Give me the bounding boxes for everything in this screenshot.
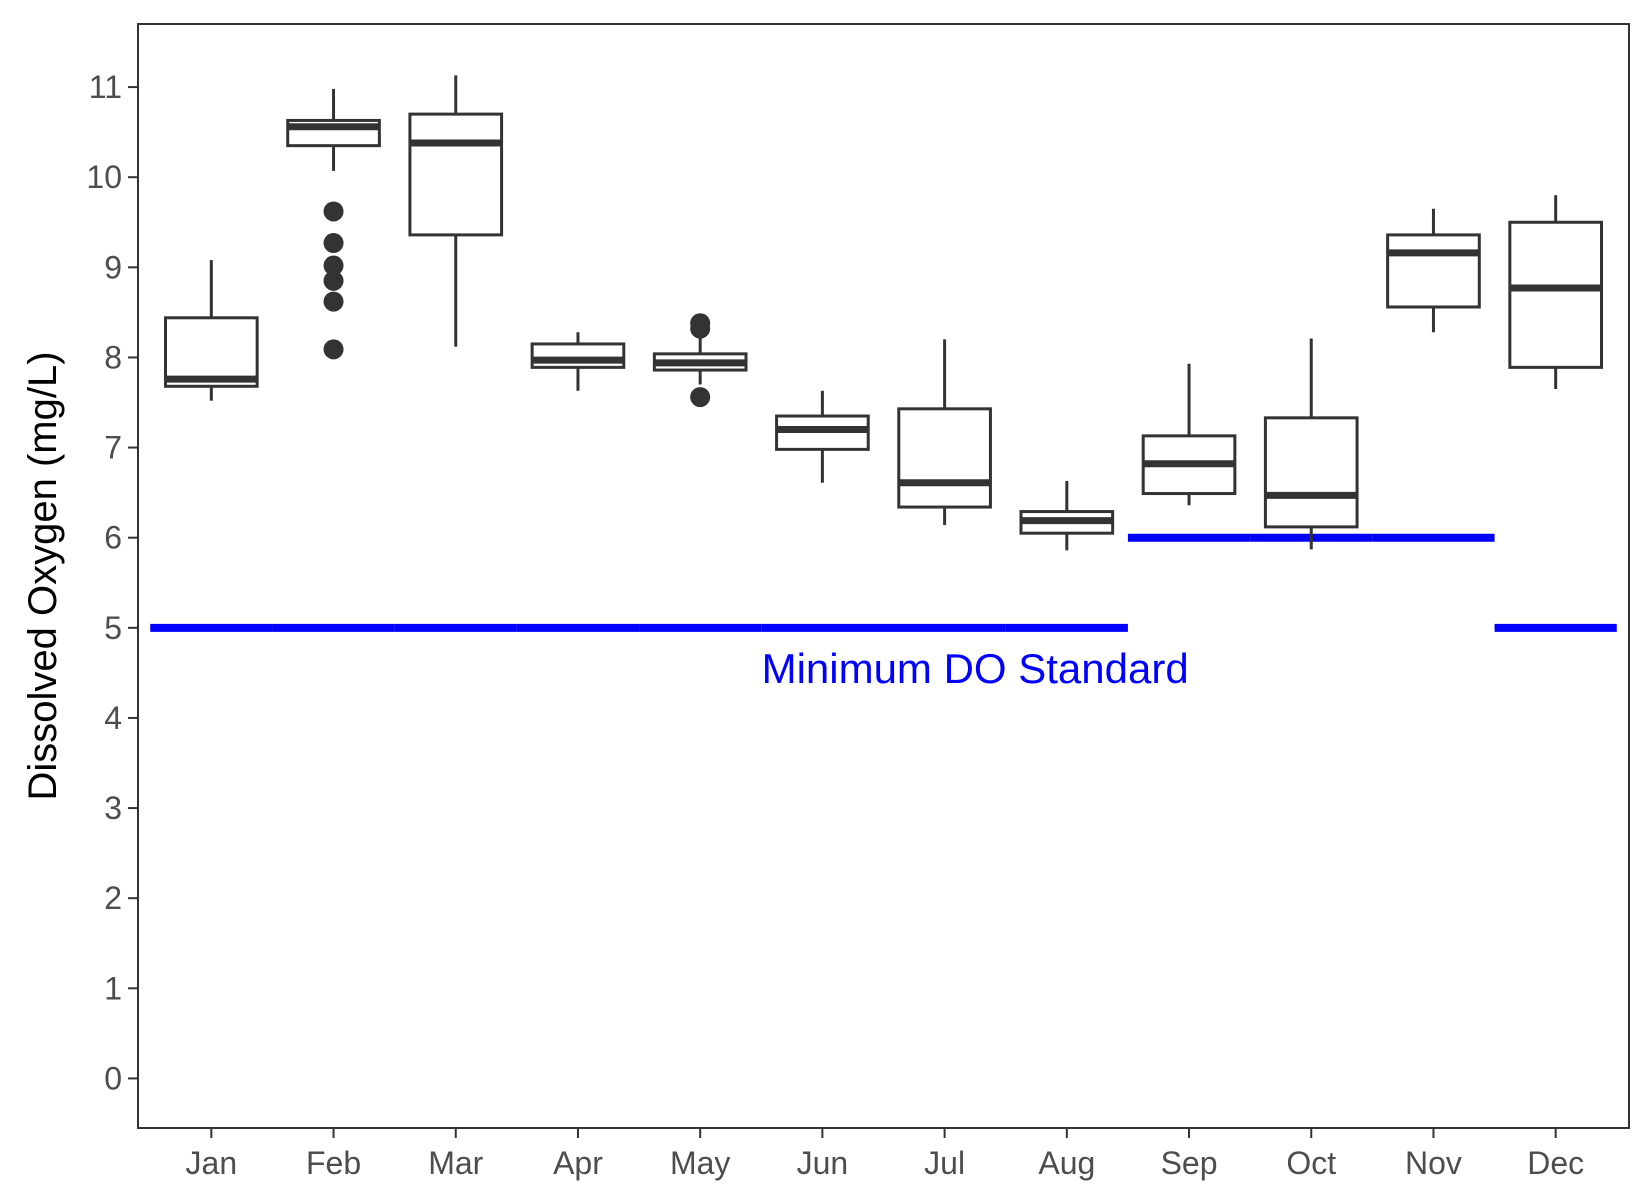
x-tick-label-jun: Jun <box>797 1145 849 1181</box>
panel-border <box>137 23 1630 1129</box>
outlier-feb-1 <box>323 201 344 222</box>
box-jun <box>775 390 870 483</box>
box-apr <box>530 332 626 391</box>
iqr-box-apr <box>530 342 626 369</box>
outlier-feb-4 <box>323 270 344 291</box>
y-tick-label-3: 3 <box>104 790 122 826</box>
box-nov <box>1386 208 1481 333</box>
y-tick-label-0: 0 <box>104 1060 122 1096</box>
box-jan <box>163 260 259 401</box>
x-tick-label-apr: Apr <box>553 1145 603 1181</box>
panel-background <box>138 24 1629 1128</box>
outlier-feb-3 <box>323 255 344 276</box>
y-tick-label-4: 4 <box>104 700 122 736</box>
standard-annotation: Minimum DO Standard <box>762 645 1189 692</box>
x-tick-label-feb: Feb <box>306 1145 361 1181</box>
iqr-box-jul <box>897 407 992 509</box>
y-tick-label-5: 5 <box>104 610 122 646</box>
outlier-feb-5 <box>323 291 344 312</box>
y-tick-label-9: 9 <box>104 249 122 285</box>
box-dec <box>1508 195 1604 389</box>
y-tick-label-8: 8 <box>104 339 122 375</box>
x-tick-label-may: May <box>670 1145 730 1181</box>
y-axis-title: Dissolved Oxygen (mg/L) <box>21 351 65 800</box>
standard-lines <box>150 533 1617 632</box>
box-jul <box>897 339 992 526</box>
y-tick-label-7: 7 <box>104 430 122 466</box>
outlier-feb-2 <box>323 232 344 253</box>
y-tick-label-11: 11 <box>89 69 122 105</box>
outlier-may-3 <box>690 387 711 408</box>
box-aug <box>1019 480 1115 551</box>
x-axis: Jan Feb Mar Apr May Jun Jul Aug Sep Oct Nov Dec <box>186 1128 1584 1181</box>
y-tick-label-1: 1 <box>104 970 122 1006</box>
box-sep <box>1141 363 1237 506</box>
box-oct <box>1263 338 1359 550</box>
x-tick-label-oct: Oct <box>1286 1145 1336 1181</box>
box-may <box>652 313 748 408</box>
outlier-may-2 <box>690 318 711 339</box>
x-tick-label-nov: Nov <box>1405 1145 1462 1181</box>
outlier-feb-6 <box>323 339 344 360</box>
iqr-box-mar <box>408 112 504 237</box>
iqr-box-oct <box>1263 416 1359 529</box>
iqr-box-dec <box>1508 220 1604 369</box>
x-tick-label-sep: Sep <box>1161 1145 1218 1181</box>
iqr-box-jan <box>163 316 259 388</box>
y-tick-label-6: 6 <box>104 520 122 556</box>
x-tick-label-aug: Aug <box>1038 1145 1095 1181</box>
boxes <box>163 75 1604 551</box>
x-tick-label-dec: Dec <box>1527 1145 1584 1181</box>
x-tick-label-jan: Jan <box>186 1145 238 1181</box>
box-mar <box>408 75 504 347</box>
box-feb <box>286 88 381 360</box>
iqr-box-nov <box>1386 233 1481 309</box>
y-tick-label-2: 2 <box>104 880 122 916</box>
x-tick-label-jul: Jul <box>924 1145 965 1181</box>
y-axis: 0 1 2 3 4 5 6 7 8 9 10 11 <box>86 69 138 1096</box>
x-tick-label-mar: Mar <box>428 1145 483 1181</box>
y-tick-label-10: 10 <box>86 159 122 195</box>
